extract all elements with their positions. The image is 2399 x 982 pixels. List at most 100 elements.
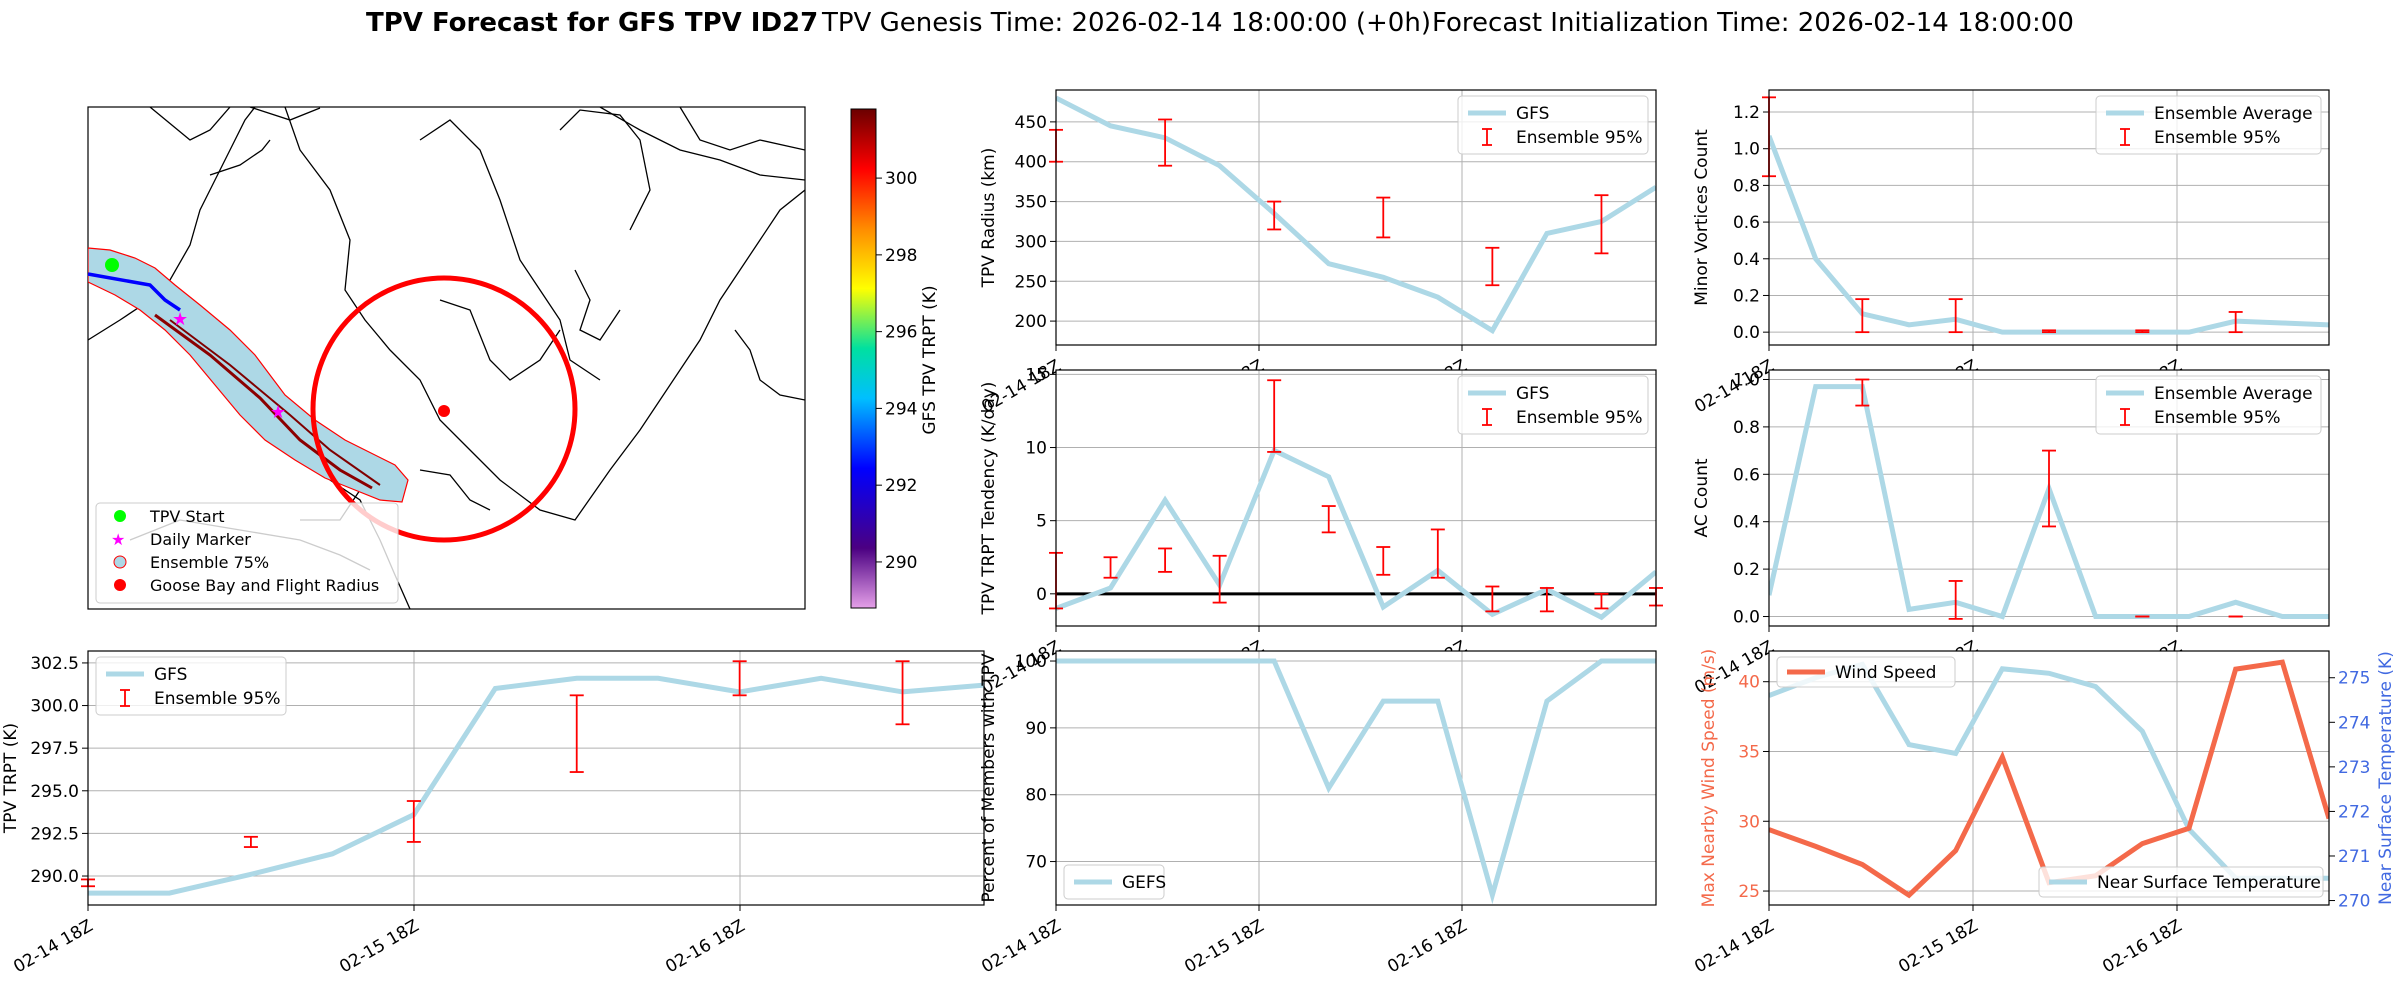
y-axis-label: TPV TRPT Tendency (K/day) <box>979 382 999 616</box>
x-tick-label: 02-16 18Z <box>1384 916 1470 977</box>
y2-tick-label: 273 <box>2338 758 2370 778</box>
legend-label: Ensemble 95% <box>154 689 281 709</box>
coastline <box>149 107 231 141</box>
plot-frame <box>1768 89 2330 346</box>
legend-box <box>2095 375 2322 435</box>
y2-tick-label: 274 <box>2338 713 2370 733</box>
y-tick-label: 0.4 <box>1733 250 1760 270</box>
tpv-start-marker <box>105 258 119 272</box>
x-tick-label: 02-14 18Z <box>10 916 96 977</box>
y-tick-label: 15 <box>1025 365 1047 385</box>
y-tick-label: 400 <box>1015 153 1047 173</box>
x-tick-label: 02-14 18Z <box>978 916 1064 977</box>
colorbar-ticks: 290 292 294 296 298 300 <box>876 169 917 573</box>
coastline <box>419 469 491 511</box>
y-tick-label: 0 <box>1036 585 1047 605</box>
y-tick-label: 70 <box>1025 853 1047 873</box>
y-tick-label: 200 <box>1015 312 1047 332</box>
y-tick-label: 1.2 <box>1733 103 1760 123</box>
legend-ensemble-label: Ensemble 75% <box>150 553 269 572</box>
x-tick-label: 02-14 18Z <box>1691 916 1777 977</box>
y-tick-label: 297.5 <box>30 739 79 759</box>
x-tick-label: 02-16 18Z <box>662 916 748 977</box>
daily-marker: ★ <box>172 309 188 330</box>
legend-box <box>1776 656 1956 688</box>
coastline <box>284 107 805 521</box>
y2-axis-label: Near Surface Temperature (K) <box>2376 651 2396 905</box>
legend-daily-icon: ★ <box>111 530 125 549</box>
legend-start-label: TPV Start <box>149 507 225 526</box>
y-tick-label: 302.5 <box>30 654 79 674</box>
y-axis-label: Percent of Members with TPV <box>979 653 999 902</box>
y-tick-label: 300 <box>1015 232 1047 252</box>
x-tick-label: 02-16 18Z <box>2099 916 2185 977</box>
flight-radius-circle <box>310 275 578 543</box>
figure-title-genesis: TPV Genesis Time: 2026-02-14 18:00:00 (+… <box>821 8 1431 38</box>
coastline <box>88 107 256 341</box>
colorbar-label: GFS TPV TRPT (K) <box>920 285 940 434</box>
coastline <box>419 119 601 381</box>
coastline <box>439 299 561 381</box>
legend-goosebay-label: Goose Bay and Flight Radius <box>150 576 379 595</box>
plot-frame <box>1055 89 1657 346</box>
y-tick-label: 290.0 <box>30 867 79 887</box>
y2-tick-label: 272 <box>2338 802 2370 822</box>
y-axis-label: Max Nearby Wind Speed (m/s) <box>1699 649 1719 908</box>
coastline <box>559 109 651 231</box>
map-legend: TPV Start ★ Daily Marker Ensemble 75% Go… <box>95 502 399 604</box>
legend-label: GFS <box>1516 384 1549 404</box>
y-tick-label: 450 <box>1015 113 1047 133</box>
ensemble-track <box>154 313 373 490</box>
plot-frame <box>1055 369 1657 627</box>
y-tick-label: 300.0 <box>30 697 79 717</box>
y-axis-label: TPV Radius (km) <box>979 148 999 289</box>
legend-temp-label: Near Surface Temperature <box>2097 873 2321 893</box>
series-line <box>1056 447 1656 621</box>
ensemble-75-region <box>88 247 409 503</box>
series-line <box>1056 95 1656 335</box>
coastline <box>679 107 805 151</box>
y-tick-label: 40 <box>1738 673 1760 693</box>
x-tick-label: 02-15 18Z <box>1895 916 1981 977</box>
y-tick-label: 90 <box>1025 719 1047 739</box>
y-axis-label: TPV TRPT (K) <box>1 723 21 834</box>
legend-label: Ensemble Average <box>2154 384 2313 404</box>
y-axis-label: Minor Vortices Count <box>1692 129 1712 306</box>
x-tick-label: 02-15 18Z <box>336 916 422 977</box>
coastline <box>209 139 271 176</box>
figure-title-init: Forecast Initialization Time: 2026-02-14… <box>1432 8 2074 38</box>
y-tick-label: 100 <box>1015 652 1047 672</box>
y-tick-label: 0.8 <box>1733 418 1760 438</box>
colorbar-tick-label: 292 <box>885 476 917 496</box>
daily-marker: ★ <box>270 402 286 423</box>
legend-box <box>1063 864 1165 900</box>
y-tick-label: 1.0 <box>1733 370 1760 390</box>
figure-title-bold: TPV Forecast for GFS TPV ID27 <box>366 8 818 38</box>
y-tick-label: 25 <box>1738 882 1760 902</box>
colorbar-tick-label: 298 <box>885 246 917 266</box>
colorbar <box>850 108 877 609</box>
y-tick-label: 250 <box>1015 272 1047 292</box>
y-axis-label: AC Count <box>1692 458 1712 537</box>
colorbar-tick-label: 296 <box>885 323 917 343</box>
legend-start-icon <box>114 510 126 522</box>
y-tick-label: 0.2 <box>1733 560 1760 580</box>
y-tick-label: 1.0 <box>1733 140 1760 160</box>
y-tick-label: 0.4 <box>1733 513 1760 533</box>
y-tick-label: 0.2 <box>1733 286 1760 306</box>
y-tick-label: 0.6 <box>1733 213 1760 233</box>
y-tick-label: 5 <box>1036 512 1047 532</box>
goose-bay-marker <box>438 405 450 417</box>
y2-tick-label: 270 <box>2338 892 2370 912</box>
legend-label: Ensemble Average <box>2154 104 2313 124</box>
legend-ensemble-icon <box>113 555 127 569</box>
legend-label: Ensemble 95% <box>2154 128 2281 148</box>
y-tick-label: 35 <box>1738 742 1760 762</box>
legend-goosebay-icon <box>114 579 126 591</box>
